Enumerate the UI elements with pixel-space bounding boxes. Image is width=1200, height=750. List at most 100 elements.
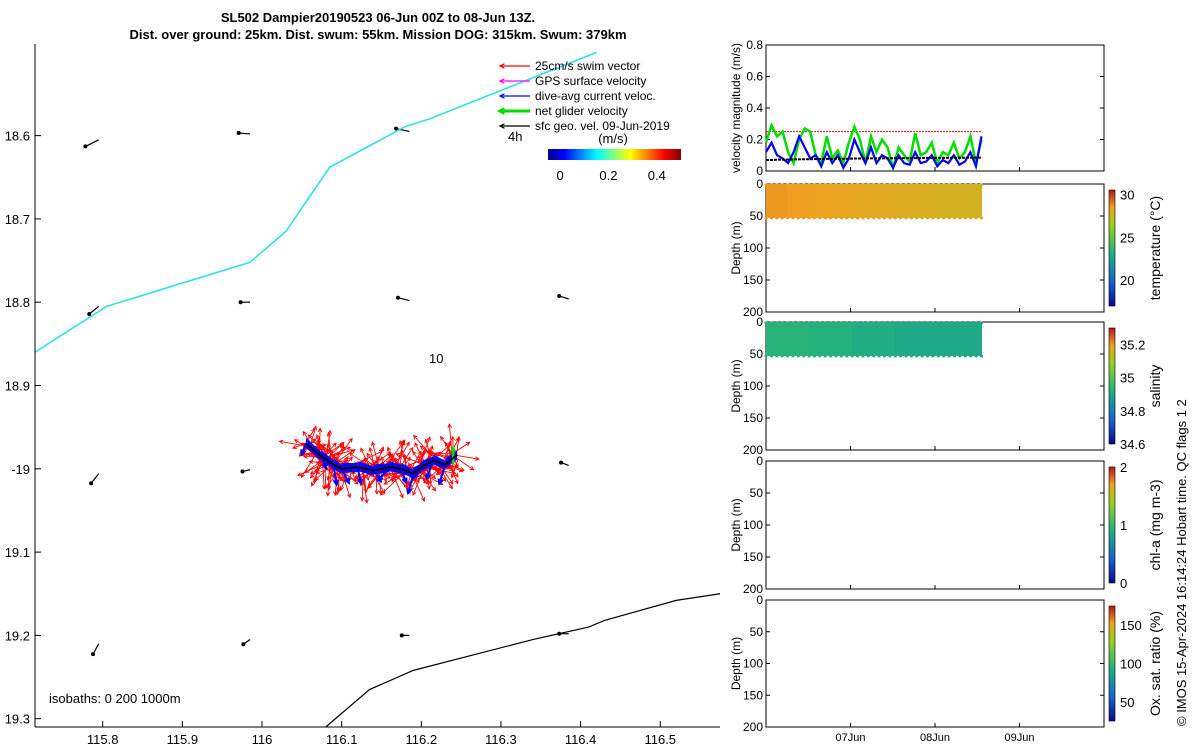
profile-dot xyxy=(942,216,946,220)
x-tick-label: 09Jun xyxy=(1005,732,1035,744)
profile-dot xyxy=(931,354,935,358)
current-vector xyxy=(437,464,447,486)
y-tick-label: 200 xyxy=(743,443,763,457)
y-tick-label: 100 xyxy=(743,657,763,671)
profile-dot xyxy=(861,321,865,325)
map-y-tick-label: 19.3 xyxy=(5,712,30,727)
profile-dot xyxy=(872,216,876,220)
profile-dot xyxy=(958,183,962,187)
y-tick-label: 0 xyxy=(756,177,763,191)
profile-dot xyxy=(823,216,827,220)
map-axes: 115.8 115.9 116 116.1 116.2 116.3 116.4 116.5 18… xyxy=(5,44,720,747)
sfc-geo-vector xyxy=(399,633,410,638)
profile-dot xyxy=(785,216,790,220)
profile-dot xyxy=(899,183,903,187)
profile-dot xyxy=(802,354,806,358)
swim-vector xyxy=(340,467,352,499)
current-vector xyxy=(356,466,364,486)
profile-dot xyxy=(785,321,790,325)
y-tick-label: 100 xyxy=(743,379,763,393)
swim-vector xyxy=(447,463,459,478)
profile-dot xyxy=(775,216,779,220)
colorbar-tick-label: 2 xyxy=(1120,460,1127,475)
sfc-geo-vector xyxy=(240,469,251,474)
profile-dot xyxy=(963,183,967,187)
y-tick-label: 50 xyxy=(750,486,764,500)
profile-dot xyxy=(866,354,870,358)
oxygen-panel: 0 50 100 150 200 Depth (m) 07Jun 08Jun 09Jun 50 10… xyxy=(729,593,1163,744)
profile-dot xyxy=(947,321,951,325)
profile-dot xyxy=(866,216,870,220)
profile-dot xyxy=(829,216,833,220)
profile-dot xyxy=(850,183,854,187)
profile-dot xyxy=(909,183,914,187)
colorbar-label: salinity xyxy=(1147,365,1163,408)
profile-dot xyxy=(818,216,822,220)
profile-dot xyxy=(855,216,860,220)
map-x-tick-label: 116.5 xyxy=(644,732,676,747)
x-tick-label: 07Jun xyxy=(836,732,866,744)
profile-dot xyxy=(812,216,817,220)
profile-dot xyxy=(942,183,946,187)
profile-dot xyxy=(812,354,817,358)
section-colorbar xyxy=(1108,189,1116,307)
map-y-tick-label: 18.9 xyxy=(5,379,30,394)
profile-dot xyxy=(882,354,887,358)
profile-dot xyxy=(807,183,811,187)
profile-dot xyxy=(775,183,779,187)
colorbar-tick-label: 0.4 xyxy=(648,168,666,183)
section-cell xyxy=(852,184,875,218)
profile-dot xyxy=(796,216,800,220)
profile-dot xyxy=(812,183,817,187)
salinity-panel: 0 50 100 150 200 Depth (m) 34.6 34.8 35 35.2salin… xyxy=(729,315,1163,457)
map-x-tick-label: 116.2 xyxy=(406,732,438,747)
profile-dot xyxy=(764,216,768,220)
profile-dot xyxy=(979,354,984,358)
profile-dot xyxy=(780,321,784,325)
map-isobaths-layer xyxy=(34,51,721,728)
profile-dot xyxy=(780,354,784,358)
section-colorbar xyxy=(1108,327,1116,445)
y-tick-label: 100 xyxy=(743,518,763,532)
colorbar-label: chl-a (mg m-3) xyxy=(1147,479,1163,570)
profile-dot xyxy=(764,321,768,325)
legend-label: dive-avg current veloc. xyxy=(535,89,656,103)
profile-dot xyxy=(845,354,849,358)
profile-dot xyxy=(764,354,768,358)
section-cell xyxy=(959,322,982,356)
profile-dot xyxy=(926,183,930,187)
map-y-tick-label: 18.6 xyxy=(5,129,30,144)
legend-item-sfc: sfc geo. vel. 09-Jun-2019 xyxy=(498,119,670,133)
profile-dot xyxy=(963,216,967,220)
profile-dot xyxy=(785,183,790,187)
profile-dot xyxy=(791,321,795,325)
map-plot-area xyxy=(34,51,721,728)
profile-dot xyxy=(807,321,811,325)
profile-dot xyxy=(963,354,967,358)
colorbar-gradient xyxy=(548,149,681,160)
profile-dot xyxy=(899,354,903,358)
profile-dot xyxy=(877,183,881,187)
profile-dot xyxy=(936,321,940,325)
sfc-geo-vector xyxy=(238,300,251,305)
profile-dot xyxy=(920,216,924,220)
profile-dot xyxy=(834,321,838,325)
time-step-label: 4h xyxy=(508,129,522,144)
map-x-tick-label: 116.3 xyxy=(485,732,517,747)
profile-dot xyxy=(899,216,903,220)
profile-dot xyxy=(920,321,924,325)
profile-dot xyxy=(963,321,967,325)
profile-dot xyxy=(807,216,811,220)
profile-dot xyxy=(942,354,946,358)
profile-dot xyxy=(872,183,876,187)
profile-dot xyxy=(791,183,795,187)
y-tick-label: 150 xyxy=(743,550,763,564)
profile-dot xyxy=(920,183,924,187)
profile-dot xyxy=(882,216,887,220)
profile-dot xyxy=(974,354,978,358)
site-label: 10 xyxy=(429,351,443,366)
profile-dot xyxy=(818,354,822,358)
